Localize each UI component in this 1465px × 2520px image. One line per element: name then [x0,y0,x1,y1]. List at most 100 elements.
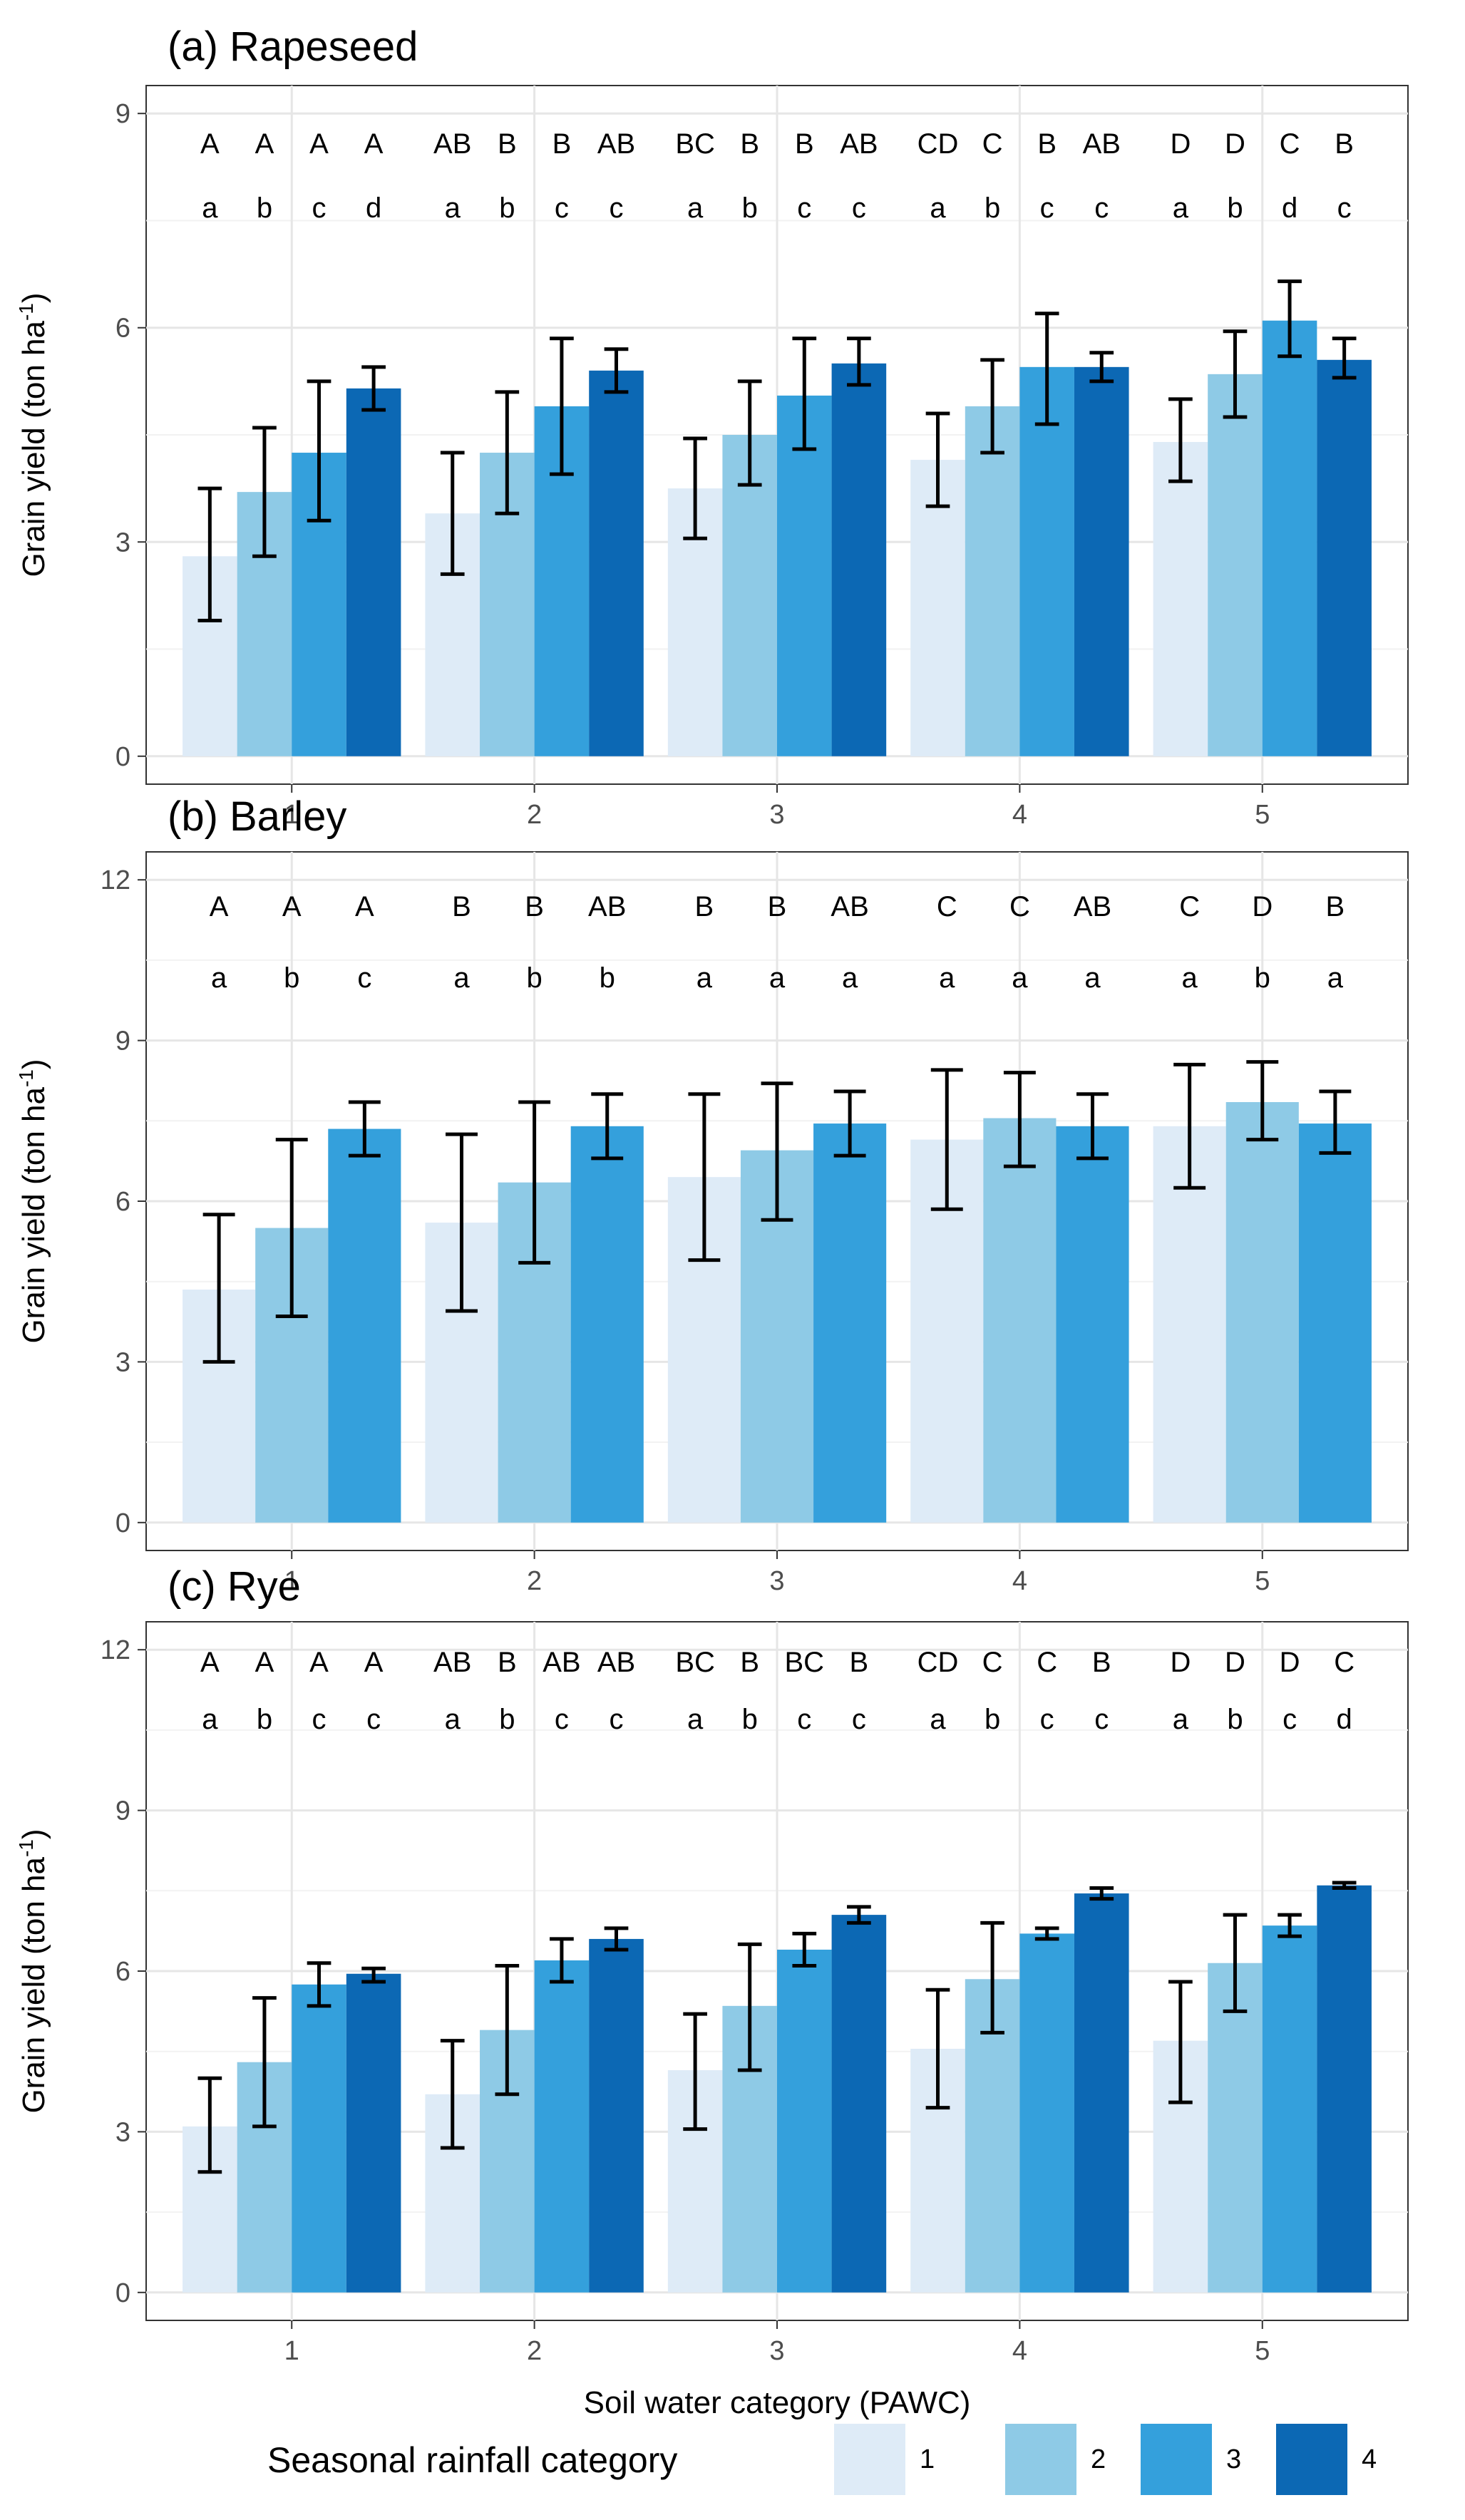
significance-letter-upper: AB [588,891,626,922]
significance-letter-upper: AB [433,128,471,160]
significance-letter-upper: B [740,128,759,160]
significance-letter-lower: b [257,192,272,224]
bar [1225,1102,1299,1523]
significance-letter-upper: C [982,1647,1003,1678]
y-axis-label: Grain yield (ton ha-1) [15,1059,51,1343]
y-tick-label: 6 [115,1957,130,1987]
bar [1262,1925,1317,2293]
bar [1153,442,1208,756]
significance-letter-lower: a [1173,192,1189,224]
x-tick-label: 3 [769,1566,784,1596]
y-tick-label: 9 [115,99,130,129]
significance-letter-lower: a [445,192,461,224]
x-tick-label: 4 [1012,800,1027,830]
significance-letter-lower: c [1282,1704,1297,1735]
y-tick-label: 9 [115,1027,130,1056]
x-tick-label: 4 [1012,1566,1027,1596]
bar [1074,366,1129,756]
significance-letter-upper: D [1280,1647,1300,1678]
x-tick-label: 4 [1012,2336,1027,2366]
x-axis-label: Soil water category (PAWC) [584,2385,971,2420]
y-tick-label: 12 [101,865,130,895]
x-tick-label: 1 [284,2336,299,2366]
bar [589,370,644,756]
significance-letter-lower: c [1094,192,1109,224]
legend-label: 3 [1226,2444,1241,2474]
bar [534,1960,590,2293]
bar [1074,1893,1129,2293]
significance-letter-upper: C [1179,891,1200,922]
significance-letter-upper: CD [917,128,959,160]
significance-letter-lower: a [842,962,858,994]
significance-letter-lower: b [742,192,758,224]
bar [346,1973,401,2293]
legend-swatch [1141,2424,1212,2495]
x-tick-label: 3 [769,2336,784,2366]
legend-swatch [834,2424,905,2495]
bar [831,363,887,756]
significance-letter-lower: a [930,1704,946,1735]
significance-letter-upper: D [1170,1647,1191,1678]
significance-letter-upper: AB [597,1647,635,1678]
significance-letter-lower: a [687,1704,704,1735]
y-tick-label: 9 [115,1796,130,1826]
x-tick-label: 1 [284,800,299,830]
panel-title: (b) Barley [168,793,346,840]
bar [1019,1933,1074,2293]
significance-letter-upper: C [982,128,1003,160]
significance-letter-upper: AB [543,1647,580,1678]
significance-letter-lower: d [366,192,381,224]
bar [983,1118,1057,1523]
legend: Seasonal rainfall category 1 2 3 4 [267,2424,1377,2495]
x-tick-label: 5 [1255,800,1270,830]
significance-letter-lower: c [1094,1704,1109,1735]
significance-letter-lower: b [985,192,1000,224]
significance-letter-upper: B [552,128,572,160]
legend-swatch [1005,2424,1076,2495]
x-tick-label: 1 [284,1566,299,1596]
significance-letter-upper: C [937,891,957,922]
y-tick-label: 3 [115,1347,130,1377]
bar [1208,374,1263,756]
significance-letter-lower: b [600,962,615,994]
significance-letter-upper: AB [840,128,878,160]
significance-letter-upper: BC [785,1647,825,1678]
significance-letter-lower: b [499,192,515,224]
y-tick-label: 3 [115,528,130,557]
significance-letter-upper: C [1334,1647,1355,1678]
bar [965,406,1020,756]
y-tick-label: 3 [115,2117,130,2147]
bar [813,1123,887,1523]
significance-letter-upper: B [768,891,787,922]
significance-letter-lower: b [1227,1704,1243,1735]
significance-letter-upper: B [695,891,714,922]
significance-letter-upper: C [1037,1647,1057,1678]
significance-letter-lower: a [211,962,227,994]
significance-letter-lower: b [284,962,299,994]
significance-letter-lower: c [366,1704,381,1735]
significance-letter-lower: a [1084,962,1101,994]
bar [1019,366,1074,756]
significance-letter-lower: c [609,1704,623,1735]
significance-letter-lower: a [696,962,713,994]
significance-letter-lower: a [687,192,704,224]
significance-letter-lower: a [202,1704,218,1735]
significance-letter-upper: B [1037,128,1057,160]
significance-letter-upper: AB [1083,128,1121,160]
bar [570,1126,644,1523]
significance-letter-lower: c [1337,192,1352,224]
significance-letter-lower: a [202,192,218,224]
y-axis-label: Grain yield (ton ha-1) [15,292,51,577]
significance-letter-lower: a [453,962,470,994]
bar [1317,359,1372,756]
significance-letter-lower: c [555,1704,569,1735]
significance-letter-upper: A [210,891,229,922]
bar [1317,1885,1372,2293]
bar [1208,1963,1263,2293]
significance-letter-upper: A [309,128,329,160]
significance-letter-lower: d [1282,192,1297,224]
significance-letter-upper: B [1326,891,1345,922]
y-tick-label: 0 [115,2278,130,2308]
